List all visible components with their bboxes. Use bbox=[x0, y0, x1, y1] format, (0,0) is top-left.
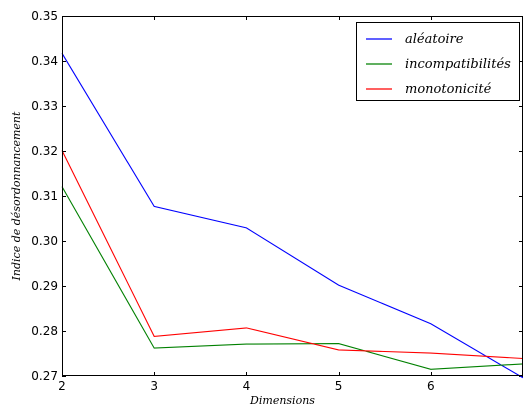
y-axis-ticks: 0.27 0.28 0.29 0.30 0.31 0.32 0.33 0.34 0.35 bbox=[31, 9, 523, 383]
series-lines bbox=[61, 53, 523, 379]
legend-label: monotonicité bbox=[405, 82, 492, 97]
y-axis-title: Indice de désordonnancement bbox=[10, 111, 23, 281]
y-tick-label: 0.33 bbox=[31, 99, 58, 113]
x-tick-label: 3 bbox=[150, 379, 158, 393]
y-tick-label: 0.27 bbox=[31, 369, 58, 383]
y-tick-label: 0.34 bbox=[31, 54, 58, 68]
x-axis-title: Dimensions bbox=[249, 394, 315, 407]
x-tick-label: 5 bbox=[335, 379, 343, 393]
y-tick-label: 0.31 bbox=[31, 189, 58, 203]
legend-label: aléatoire bbox=[405, 32, 464, 47]
legend: aléatoire incompatibilités monotonicité bbox=[356, 22, 520, 101]
series-line-2 bbox=[61, 150, 523, 360]
y-tick-label: 0.35 bbox=[31, 9, 58, 23]
series-line-0 bbox=[61, 53, 523, 379]
series-line-1 bbox=[61, 186, 523, 370]
legend-box bbox=[356, 22, 520, 101]
x-tick-label: 4 bbox=[243, 379, 251, 393]
x-tick-label: 2 bbox=[58, 379, 66, 393]
y-tick-label: 0.28 bbox=[31, 324, 58, 338]
legend-label: incompatibilités bbox=[405, 57, 511, 72]
y-tick-label: 0.30 bbox=[31, 234, 58, 248]
y-tick-label: 0.29 bbox=[31, 279, 58, 293]
y-tick-label: 0.32 bbox=[31, 144, 58, 158]
x-tick-label: 6 bbox=[427, 379, 435, 393]
